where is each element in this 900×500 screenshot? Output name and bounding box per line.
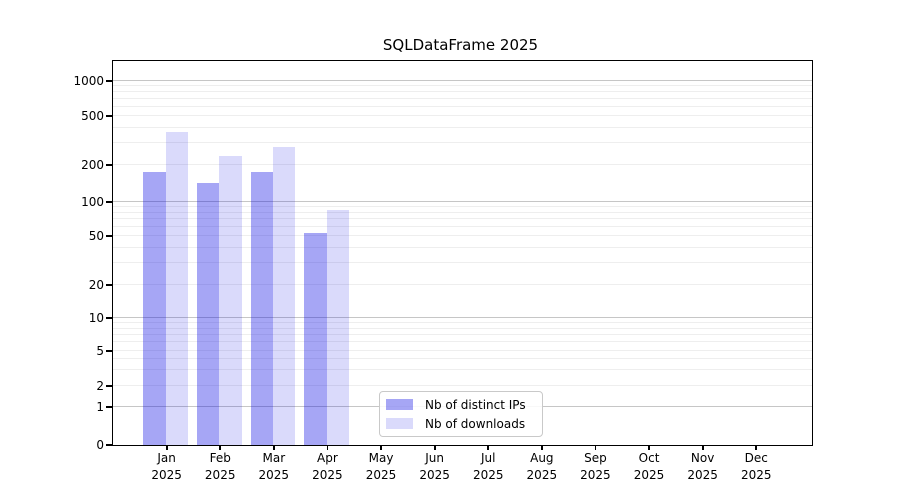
- x-tick-mark: [487, 445, 490, 450]
- y-tick-mark: [106, 200, 112, 203]
- x-tick-label-month: Mar: [262, 451, 286, 465]
- y-tick-mark: [106, 235, 112, 237]
- y-tick-mark: [106, 317, 112, 320]
- bar-distinct-ips: [250, 171, 273, 445]
- x-tick-label: Mar 2025: [242, 450, 306, 484]
- x-tick-label-year: 2025: [204, 468, 236, 482]
- x-tick-label: Nov 2025: [671, 450, 735, 484]
- minor-gridline: [112, 97, 812, 99]
- y-tick-label: 2: [96, 379, 104, 394]
- bar-downloads: [165, 131, 189, 445]
- x-tick-label: Jan 2025: [135, 450, 199, 484]
- legend-label: Nb of distinct IPs: [425, 397, 526, 412]
- x-tick-label-year: 2025: [687, 468, 718, 482]
- legend: Nb of distinct IPs Nb of downloads: [379, 391, 543, 437]
- x-tick-label-year: 2025: [365, 468, 397, 482]
- y-tick-mark: [106, 164, 112, 166]
- y-tick-mark: [106, 406, 112, 409]
- y-tick-label: 5: [96, 343, 104, 358]
- x-tick-label-year: 2025: [633, 468, 665, 482]
- y-tick-label: 500: [81, 108, 104, 123]
- x-tick-label: Jun 2025: [403, 450, 467, 484]
- y-tick-mark: [106, 349, 112, 352]
- minor-gridline: [112, 91, 812, 93]
- y-tick-mark: [106, 385, 112, 387]
- y-tick-label: 200: [81, 157, 104, 172]
- minor-gridline: [112, 142, 812, 144]
- x-tick-label: Sep 2025: [563, 450, 627, 484]
- y-tick-mark: [106, 115, 112, 117]
- x-tick-label-month: Aug: [530, 451, 554, 465]
- bar-distinct-ips: [304, 232, 327, 445]
- x-tick-label-month: Nov: [690, 451, 715, 465]
- chart-title: SQLDataFrame 2025: [382, 36, 539, 54]
- y-tick-label: 0: [96, 438, 104, 452]
- y-tick-label: 10: [88, 311, 104, 326]
- x-tick-label-year: 2025: [526, 468, 558, 482]
- x-tick-label: Oct 2025: [617, 450, 681, 484]
- plot-area: [111, 59, 813, 446]
- x-tick-label-month: Apr: [317, 451, 338, 465]
- x-tick-mark: [326, 445, 329, 450]
- x-tick-label-year: 2025: [258, 468, 290, 482]
- x-tick-label-year: 2025: [419, 468, 450, 482]
- bar-distinct-ips: [143, 171, 166, 445]
- legend-row: Nb of downloads: [386, 416, 534, 431]
- y-tick-label: 1: [96, 400, 104, 415]
- x-tick-label-year: 2025: [580, 468, 611, 482]
- x-tick-mark: [594, 445, 597, 450]
- x-tick-mark: [165, 445, 168, 450]
- x-tick-mark: [433, 445, 436, 450]
- x-tick-mark: [380, 445, 382, 450]
- y-tick-label: 100: [81, 194, 104, 209]
- x-tick-mark: [701, 445, 704, 450]
- y-tick-label: 20: [88, 277, 104, 292]
- bar-downloads: [219, 155, 242, 445]
- x-tick-label-month: Feb: [209, 451, 231, 465]
- x-tick-label-month: Jun: [425, 451, 444, 465]
- bar-distinct-ips: [196, 183, 220, 445]
- x-tick-label-month: Jan: [157, 451, 176, 465]
- x-tick-label: Jul 2025: [456, 450, 520, 484]
- x-tick-label-year: 2025: [312, 468, 343, 482]
- minor-gridline: [112, 164, 812, 165]
- x-tick-mark: [272, 445, 275, 450]
- x-tick-label-month: May: [368, 451, 394, 465]
- legend-swatch-downloads: [386, 418, 413, 429]
- major-gridline: [112, 79, 812, 81]
- x-tick-mark: [755, 445, 758, 450]
- y-tick-mark: [106, 284, 112, 286]
- y-tick-mark: [106, 79, 112, 82]
- x-tick-label: Feb 2025: [188, 450, 252, 484]
- legend-label: Nb of downloads: [425, 416, 526, 431]
- minor-gridline: [112, 126, 812, 128]
- y-tick-label: 50: [88, 228, 104, 243]
- x-tick-mark: [540, 445, 543, 450]
- minor-gridline: [112, 105, 812, 107]
- x-tick-label: Dec 2025: [724, 450, 788, 484]
- x-tick-label: Aug 2025: [510, 450, 574, 484]
- y-tick-label: 1000: [73, 73, 104, 88]
- legend-row: Nb of distinct IPs: [386, 397, 534, 412]
- x-tick-label-month: Dec: [744, 451, 768, 465]
- x-tick-label-year: 2025: [151, 468, 182, 482]
- x-tick-label-month: Jul: [480, 451, 496, 465]
- x-tick-mark: [648, 445, 650, 450]
- x-tick-label: Apr 2025: [295, 450, 359, 484]
- bar-downloads: [326, 209, 349, 445]
- minor-gridline: [112, 85, 812, 87]
- x-tick-label-month: Sep: [584, 451, 607, 465]
- x-tick-label-year: 2025: [472, 468, 504, 482]
- minor-gridline: [112, 115, 812, 116]
- bar-downloads: [272, 146, 296, 445]
- y-tick-mark: [106, 444, 112, 446]
- x-tick-label: May 2025: [349, 450, 413, 484]
- x-tick-label-month: Oct: [638, 451, 660, 465]
- x-tick-mark: [219, 445, 222, 450]
- x-tick-label-year: 2025: [740, 468, 772, 482]
- legend-swatch-distinct-ips: [386, 399, 413, 410]
